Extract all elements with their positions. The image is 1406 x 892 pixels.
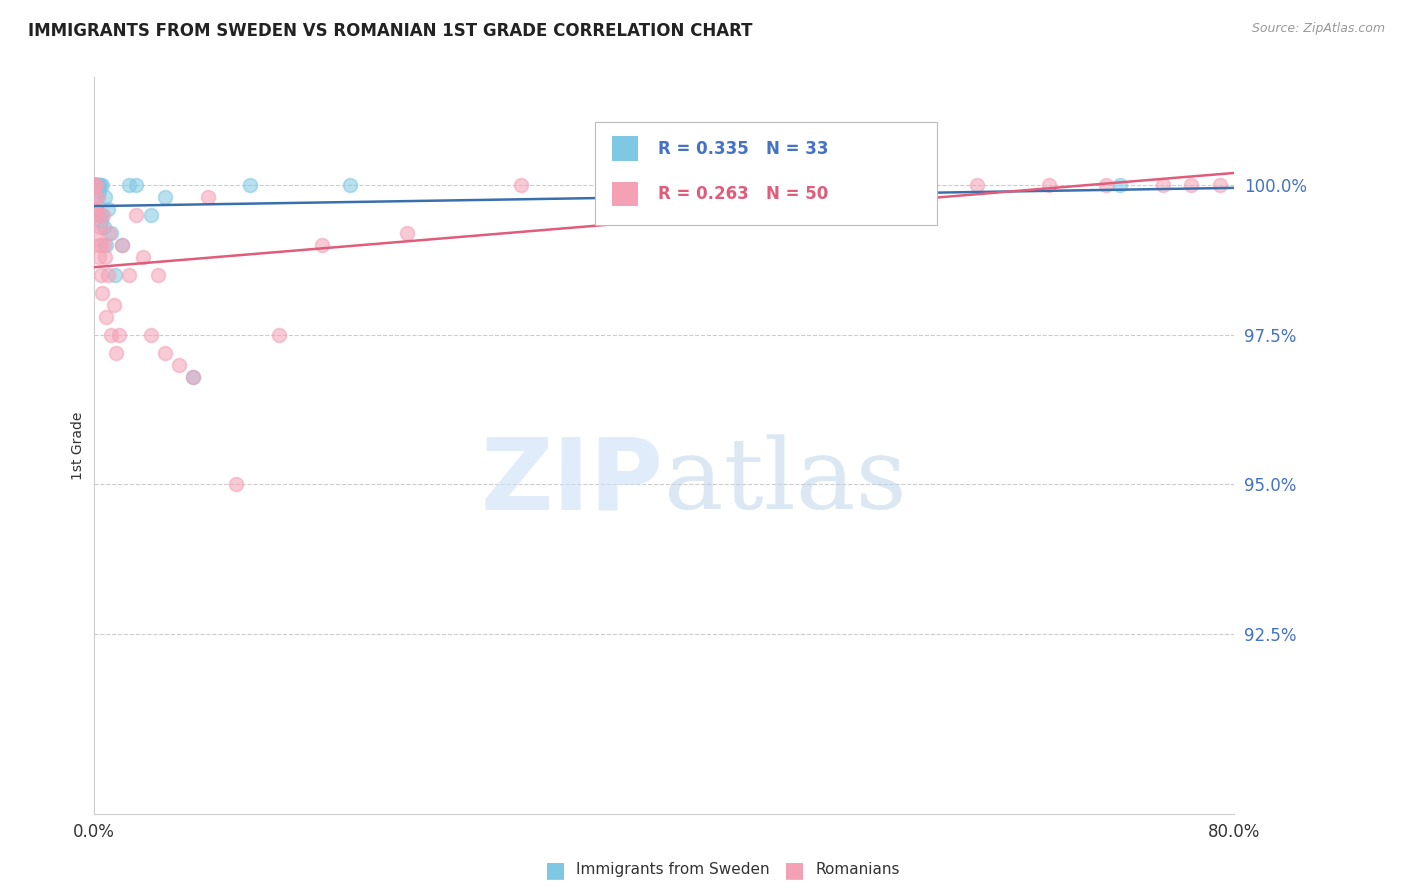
Point	[90, 208, 112, 222]
Text: R = 0.335   N = 33: R = 0.335 N = 33	[658, 140, 828, 158]
Point	[97, 202, 120, 216]
Point	[167, 358, 190, 372]
Point	[90, 268, 112, 282]
FancyBboxPatch shape	[595, 121, 938, 225]
Point	[87, 238, 110, 252]
Point	[84, 178, 107, 193]
Point	[125, 208, 148, 222]
Point	[86, 178, 108, 193]
Point	[111, 238, 134, 252]
Point	[98, 226, 121, 240]
Point	[225, 477, 247, 491]
Point	[153, 190, 176, 204]
Point	[87, 184, 110, 198]
FancyBboxPatch shape	[613, 182, 637, 206]
Point	[90, 238, 112, 252]
Point	[90, 214, 112, 228]
Point	[84, 178, 107, 193]
Point	[681, 178, 703, 193]
Point	[267, 327, 290, 342]
Point	[93, 238, 115, 252]
Point	[1094, 178, 1116, 193]
Point	[153, 345, 176, 359]
Point	[139, 327, 162, 342]
Point	[86, 178, 108, 193]
Point	[118, 268, 141, 282]
Point	[94, 250, 117, 264]
Point	[780, 178, 803, 193]
Point	[83, 178, 105, 193]
Point	[183, 369, 205, 384]
Point	[84, 178, 107, 193]
Point	[610, 178, 633, 193]
Text: R = 0.263   N = 50: R = 0.263 N = 50	[658, 185, 828, 203]
Text: ■: ■	[785, 860, 804, 880]
Point	[89, 178, 111, 193]
Point	[91, 208, 114, 222]
Text: ZIP: ZIP	[481, 434, 664, 531]
Point	[1038, 178, 1060, 193]
Point	[146, 268, 169, 282]
Point	[86, 190, 108, 204]
Point	[87, 190, 110, 204]
Point	[111, 238, 134, 252]
Point	[1109, 178, 1132, 193]
Text: Immigrants from Sweden: Immigrants from Sweden	[576, 863, 770, 877]
Point	[1180, 178, 1202, 193]
Point	[966, 178, 988, 193]
Point	[86, 226, 108, 240]
Point	[96, 238, 118, 252]
Point	[96, 310, 118, 324]
Point	[105, 345, 128, 359]
Point	[83, 178, 105, 193]
Point	[100, 226, 122, 240]
Point	[84, 208, 107, 222]
Point	[118, 178, 141, 193]
Point	[84, 202, 107, 216]
Point	[94, 190, 117, 204]
Point	[103, 298, 125, 312]
Point	[97, 268, 120, 282]
Text: ■: ■	[546, 860, 565, 880]
Point	[83, 178, 105, 193]
Point	[91, 178, 114, 193]
Point	[339, 178, 361, 193]
Point	[510, 178, 533, 193]
Point	[89, 250, 111, 264]
Point	[86, 178, 108, 193]
Point	[93, 220, 115, 235]
Point	[866, 178, 889, 193]
Point	[396, 226, 419, 240]
Text: IMMIGRANTS FROM SWEDEN VS ROMANIAN 1ST GRADE CORRELATION CHART: IMMIGRANTS FROM SWEDEN VS ROMANIAN 1ST G…	[28, 22, 752, 40]
Point	[89, 178, 111, 193]
Point	[1208, 178, 1230, 193]
Point	[239, 178, 262, 193]
Point	[84, 178, 107, 193]
Y-axis label: 1st Grade: 1st Grade	[72, 411, 86, 480]
Point	[197, 190, 219, 204]
Point	[87, 208, 110, 222]
Point	[104, 268, 127, 282]
Point	[91, 285, 114, 300]
Point	[86, 178, 108, 193]
Point	[596, 178, 619, 193]
Text: Source: ZipAtlas.com: Source: ZipAtlas.com	[1251, 22, 1385, 36]
Point	[83, 178, 105, 193]
Point	[84, 190, 107, 204]
Point	[89, 220, 111, 235]
Point	[100, 327, 122, 342]
Point	[183, 369, 205, 384]
Point	[1152, 178, 1174, 193]
Text: Romanians: Romanians	[815, 863, 900, 877]
Point	[125, 178, 148, 193]
Point	[132, 250, 155, 264]
Point	[311, 238, 333, 252]
Point	[108, 327, 131, 342]
Text: atlas: atlas	[664, 434, 907, 530]
Point	[84, 178, 107, 193]
FancyBboxPatch shape	[613, 136, 637, 161]
Point	[139, 208, 162, 222]
